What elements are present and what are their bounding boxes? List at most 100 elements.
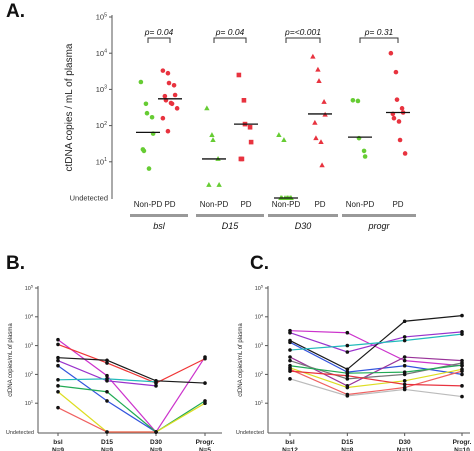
y-tick-label: 104 <box>96 48 107 57</box>
y-tick-base: 10 <box>25 344 31 350</box>
x-tick-label: D15 <box>341 439 353 446</box>
x-tick-label: Non-PD <box>346 200 375 209</box>
series-line <box>289 378 463 398</box>
data-point <box>209 132 215 137</box>
y-tick-exponent: 5 <box>104 12 107 18</box>
data-point <box>345 373 350 378</box>
data-point <box>391 115 397 121</box>
x-tick-label: Progr. <box>453 439 472 446</box>
y-tick-base: 10 <box>255 315 261 321</box>
y-tick-base: 10 <box>96 157 104 166</box>
group-bar <box>130 214 188 217</box>
data-point <box>345 343 350 348</box>
y-tick-exponent: 2 <box>261 371 263 375</box>
data-point <box>247 124 253 130</box>
data-point <box>239 156 245 162</box>
x-tick-count: N=12 <box>282 447 298 451</box>
data-point <box>288 340 292 345</box>
p-value-bracket <box>147 37 171 43</box>
x-tick-label: PD <box>314 200 325 209</box>
data-point <box>362 154 368 159</box>
data-point <box>310 53 316 59</box>
data-point <box>149 114 155 120</box>
y-tick-label: 104 <box>255 313 264 320</box>
y-tick-exponent: 2 <box>104 121 107 127</box>
data-point <box>210 137 216 142</box>
data-point <box>394 97 400 102</box>
y-tick-exponent: 4 <box>261 313 264 317</box>
y-tick-base: 10 <box>255 286 261 292</box>
data-point <box>397 137 403 143</box>
x-tick-label: D30 <box>150 439 162 446</box>
data-point <box>105 358 109 363</box>
data-point <box>171 82 177 88</box>
y-tick-exponent: 5 <box>31 284 33 288</box>
y-tick-label: 103 <box>255 342 263 349</box>
y-tick-label: 102 <box>25 371 33 378</box>
panel-letter: C. <box>250 253 269 274</box>
y-tick-exponent: 1 <box>104 157 107 163</box>
data-point <box>56 355 60 360</box>
data-point <box>345 385 350 390</box>
data-point <box>402 382 407 387</box>
series-line <box>57 385 206 433</box>
data-point <box>460 313 464 318</box>
data-point <box>315 66 321 72</box>
data-point <box>216 182 222 187</box>
x-tick-label: PD <box>164 200 175 209</box>
data-point <box>56 377 60 382</box>
data-point <box>350 97 356 103</box>
data-point <box>165 128 171 134</box>
x-tick-label: D15 <box>101 439 113 446</box>
data-point <box>460 394 464 399</box>
y-tick-label: 101 <box>255 400 263 407</box>
data-point <box>355 98 361 104</box>
y-tick-exponent: 3 <box>104 85 107 91</box>
data-point <box>402 387 407 392</box>
y-tick-exponent: 4 <box>31 313 34 317</box>
data-point <box>288 369 292 373</box>
data-point <box>154 430 158 434</box>
group-bar <box>196 214 264 217</box>
data-point <box>345 377 350 381</box>
undetected-label: Undetected <box>6 430 34 436</box>
series-line <box>289 330 463 367</box>
data-point <box>319 162 325 168</box>
data-point <box>318 139 324 145</box>
data-point <box>56 342 60 347</box>
data-point <box>154 384 158 388</box>
data-point <box>460 332 464 336</box>
data-point <box>204 105 210 111</box>
data-point <box>281 137 287 142</box>
undetected-label: Undetected <box>70 194 108 203</box>
y-tick-base: 10 <box>25 315 31 321</box>
series-line <box>289 341 463 375</box>
data-point <box>288 355 292 359</box>
data-point <box>460 363 464 367</box>
y-tick-exponent: 4 <box>104 48 107 54</box>
y-tick-label: 105 <box>25 284 33 291</box>
y-tick-base: 10 <box>25 286 31 292</box>
x-tick-label: Progr. <box>196 439 215 446</box>
undetected-label: Undetected <box>236 430 264 436</box>
data-point <box>402 363 407 368</box>
group-label: D30 <box>295 221 312 231</box>
data-point <box>166 80 172 86</box>
data-point <box>276 132 282 137</box>
y-tick-exponent: 3 <box>31 342 33 346</box>
group-label: bsl <box>153 221 166 231</box>
y-tick-base: 10 <box>25 401 31 407</box>
data-point <box>138 79 144 85</box>
data-point <box>402 335 407 339</box>
p-value-bracket <box>359 37 399 43</box>
data-point <box>396 119 402 124</box>
data-point <box>402 358 407 363</box>
x-tick-label: Non-PD <box>200 200 229 209</box>
x-tick-label: Non-PD <box>272 200 301 209</box>
y-tick-label: 105 <box>96 12 107 21</box>
y-axis-label: ctDNA copies/mL of plasma <box>8 323 14 397</box>
data-point <box>312 119 318 125</box>
x-tick-label: D30 <box>399 439 411 446</box>
